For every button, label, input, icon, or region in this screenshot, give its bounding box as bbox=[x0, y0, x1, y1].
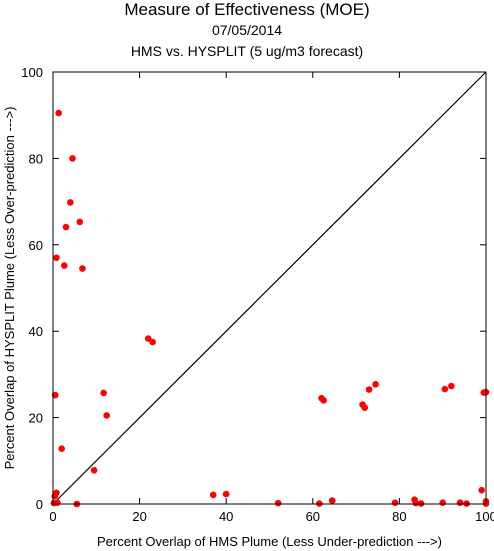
data-point bbox=[51, 391, 59, 399]
chart-title: Measure of Effectiveness (MOE) bbox=[124, 0, 370, 19]
y-tick-label: 100 bbox=[21, 65, 43, 80]
data-point bbox=[361, 404, 369, 411]
data-point bbox=[439, 499, 447, 507]
data-point bbox=[412, 499, 420, 507]
data-point bbox=[58, 445, 65, 453]
data-point bbox=[67, 199, 74, 206]
data-point bbox=[54, 499, 61, 507]
one-to-one-reference-line bbox=[52, 71, 487, 505]
x-tick-label: 100 bbox=[475, 509, 494, 524]
data-point bbox=[53, 254, 60, 262]
data-point bbox=[320, 397, 327, 404]
data-point bbox=[90, 467, 98, 474]
data-point bbox=[60, 262, 68, 269]
data-point bbox=[100, 389, 107, 397]
data-point bbox=[391, 499, 399, 507]
data-point bbox=[55, 109, 62, 117]
data-point bbox=[69, 155, 76, 162]
data-point bbox=[372, 381, 379, 388]
y-tick-label: 20 bbox=[29, 411, 43, 426]
x-tick-label: 40 bbox=[219, 509, 233, 524]
y-tick-label: 40 bbox=[29, 324, 43, 339]
x-tick-label: 0 bbox=[49, 509, 56, 524]
data-point bbox=[51, 492, 59, 500]
data-point bbox=[274, 499, 282, 507]
x-axis-label: Percent Overlap of HMS Plume (Less Under… bbox=[97, 534, 442, 549]
data-point bbox=[441, 385, 449, 393]
data-point bbox=[456, 499, 464, 507]
data-point bbox=[478, 486, 485, 494]
plot-frame bbox=[52, 71, 487, 505]
x-tick-label: 60 bbox=[306, 509, 320, 524]
x-tick-label: 80 bbox=[392, 509, 406, 524]
data-point bbox=[222, 490, 230, 498]
data-point bbox=[79, 265, 86, 272]
data-point bbox=[365, 386, 373, 393]
data-point bbox=[448, 382, 455, 390]
chart-date: 07/05/2014 bbox=[211, 22, 283, 38]
data-point bbox=[103, 412, 110, 419]
data-point bbox=[62, 223, 70, 231]
data-point bbox=[328, 497, 336, 504]
y-axis-label: Percent Overlap of HYSPLIT Plume (Less O… bbox=[2, 107, 17, 470]
data-points bbox=[50, 109, 490, 508]
chart-subtitle: HMS vs. HYSPLIT (5 ug/m3 forecast) bbox=[130, 43, 364, 59]
x-tick-label: 20 bbox=[132, 509, 146, 524]
y-tick-label: 80 bbox=[29, 151, 43, 166]
y-tick-label: 60 bbox=[29, 238, 43, 253]
y-tick-label: 0 bbox=[36, 497, 43, 512]
data-point bbox=[209, 491, 217, 499]
data-point bbox=[149, 338, 156, 346]
axis-ticks: 0 20 40 60 80 100 0 20 40 60 80 100 bbox=[21, 65, 494, 524]
data-point bbox=[76, 218, 84, 226]
